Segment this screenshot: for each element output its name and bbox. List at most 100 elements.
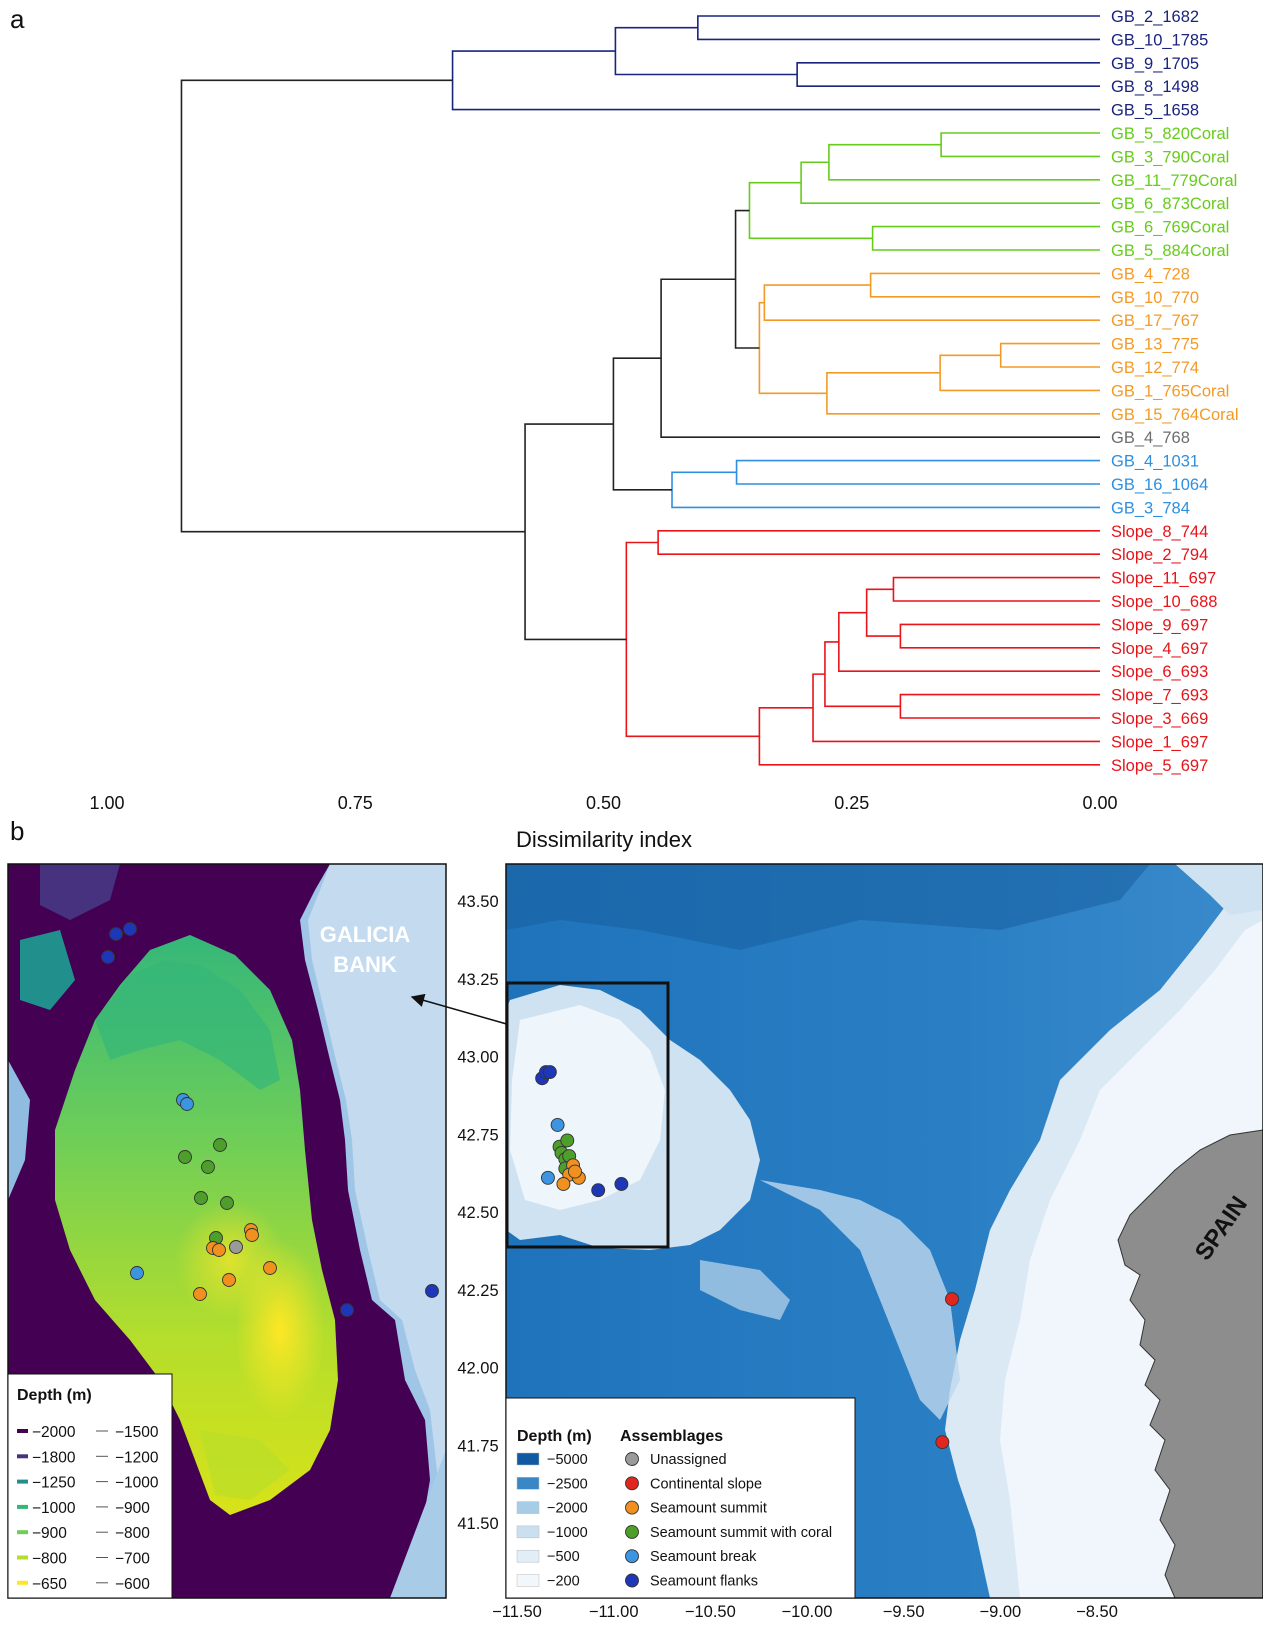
leaf-label: Slope_10_688 [1111,593,1217,611]
dendrogram-branch-r5 [838,611,1100,672]
inset-legend-from: −1800 [32,1449,76,1466]
depth-legend-rows: −5000 −2500 −2000 −1000 −500 −200 [516,1452,588,1590]
depth-legend-label: −2000 [547,1501,588,1517]
dendrogram-branch-c5 [748,181,873,240]
leaf-label: GB_16_1064 [1111,476,1208,494]
inset-point-coral [194,1191,208,1205]
map-point-break [540,1170,555,1185]
leaf-label: Slope_3_669 [1111,710,1208,728]
dendrogram-branch-r2 [892,576,1100,602]
dendrogram-leaf-labels: GB_2_1682 GB_10_1785 GB_9_1705 GB_8_1498 GB_… [1111,8,1239,775]
inset-point-flanks [109,927,123,941]
leaf-label: GB_5_820Coral [1111,125,1229,143]
assemblage-legend-label: Continental slope [650,1476,762,1492]
depth-legend-label: −1000 [547,1525,588,1541]
map-point-flanks [614,1177,629,1191]
leaf-label: GB_4_768 [1111,429,1190,447]
inset-point-summit [263,1261,277,1275]
depth-legend-swatch [516,1501,540,1514]
inset-point-coral [220,1196,234,1210]
depth-legend-label: −2500 [547,1476,588,1492]
map-point-slope [935,1435,950,1450]
dendrogram [180,15,1100,766]
inset-point-coral [213,1138,227,1152]
assemblage-legend-marker [625,1476,639,1491]
map-sample-points [535,1065,959,1450]
dendrogram-branch-d2 [796,62,1100,87]
leaf-label: GB_3_790Coral [1111,148,1229,166]
dissimilarity-tick: 1.00 [89,793,124,813]
assemblage-legend-label: Unassigned [650,1452,727,1468]
latitude-tick: 42.50 [457,1204,498,1222]
dissimilarity-axis-ticks: 1.00 0.75 0.50 0.25 0.00 [89,793,1117,813]
inset-point-coral [178,1150,192,1164]
dendrogram-branch-k3 [612,357,673,491]
inset-point-flanks [425,1284,439,1298]
assemblage-legend-label: Seamount summit [650,1501,767,1517]
inset-legend-to: −700 [115,1551,150,1568]
assemblage-legend-title: Assemblages [620,1428,723,1445]
dendrogram-branch-k1 [734,209,760,349]
inset-legend-from: −1000 [32,1500,76,1517]
galicia-bank-inset-map [8,864,446,1598]
map-point-summit [556,1177,571,1191]
leaf-label: GB_13_775 [1111,336,1199,354]
latitude-tick: 42.25 [457,1282,498,1300]
latitude-tick-labels: 43.50 43.25 43.00 42.75 42.50 42.25 42.00 41.75… [457,893,498,1533]
inset-point-flanks [123,922,137,936]
dissimilarity-tick: 0.75 [338,793,373,813]
dendrogram-branch-s2 [763,284,1100,321]
map-point-summit [568,1164,582,1179]
map-point-flanks [542,1065,557,1080]
leaf-label: GB_4_728 [1111,265,1190,283]
depth-legend-swatch [516,1549,540,1563]
inset-point-flanks [340,1303,354,1317]
assemblage-legend-label: Seamount break [650,1549,757,1565]
inset-point-summit [212,1243,226,1257]
leaf-label: GB_5_1658 [1111,102,1199,120]
dendrogram-branch-k5 [180,79,526,533]
leaf-label: GB_6_769Coral [1111,219,1229,237]
dendrogram-branch-r3 [899,623,1100,649]
latitude-tick: 41.75 [457,1437,498,1455]
depth-legend-label: −200 [547,1574,580,1590]
leaf-label: Slope_6_693 [1111,663,1208,681]
latitude-tick: 41.50 [457,1515,498,1533]
leaf-label: GB_8_1498 [1111,78,1199,96]
longitude-tick-labels: −11.50 −11.00 −10.50 −10.00 −9.50 −9.00 −8.50 [492,1603,1118,1621]
inset-point-unassigned [229,1240,243,1254]
leaf-label: GB_5_884Coral [1111,242,1229,260]
map-point-flanks [591,1183,606,1198]
leaf-label: GB_6_873Coral [1111,195,1229,213]
longitude-tick: −9.00 [979,1603,1021,1620]
latitude-tick: 42.75 [457,1126,498,1144]
panel-a-label: a [10,4,25,34]
galicia-bank-title: GALICIA BANK [320,922,411,977]
inset-depth-legend: Depth (m) −2000 −1500 −1800 −1200 −1250 −1000… [7,1373,173,1599]
inset-legend-swatch [17,1504,28,1509]
dissimilarity-tick: 0.25 [834,793,869,813]
dendrogram-branch-c4 [871,225,1100,251]
panel-b-label: b [10,816,24,846]
leaf-label: GB_15_764Coral [1111,406,1239,424]
dendrogram-branch-s5 [826,372,1100,415]
longitude-tick: −11.50 [492,1603,542,1620]
inset-legend-to: −1200 [115,1449,159,1466]
inset-point-break [130,1266,144,1280]
depth-legend-swatch [516,1477,540,1490]
inset-legend-swatch [17,1555,28,1560]
inset-legend-swatch [17,1479,28,1484]
inset-point-coral [201,1160,215,1174]
dendrogram-branch-d3 [614,26,798,76]
depth-legend-swatch [516,1452,540,1466]
dendrogram-branch-c1 [940,132,1100,158]
longitude-tick: −10.00 [782,1603,833,1620]
inset-sample-points [101,922,439,1317]
dendrogram-branch-s1 [869,272,1100,298]
map-legend: Depth (m) Assemblages −5000 −2500 −2000 −10… [505,1397,856,1599]
inset-legend-swatch [17,1580,28,1585]
assemblage-legend-marker [625,1452,639,1466]
inset-legend-from: −800 [32,1551,67,1568]
inset-frame [7,863,447,1599]
